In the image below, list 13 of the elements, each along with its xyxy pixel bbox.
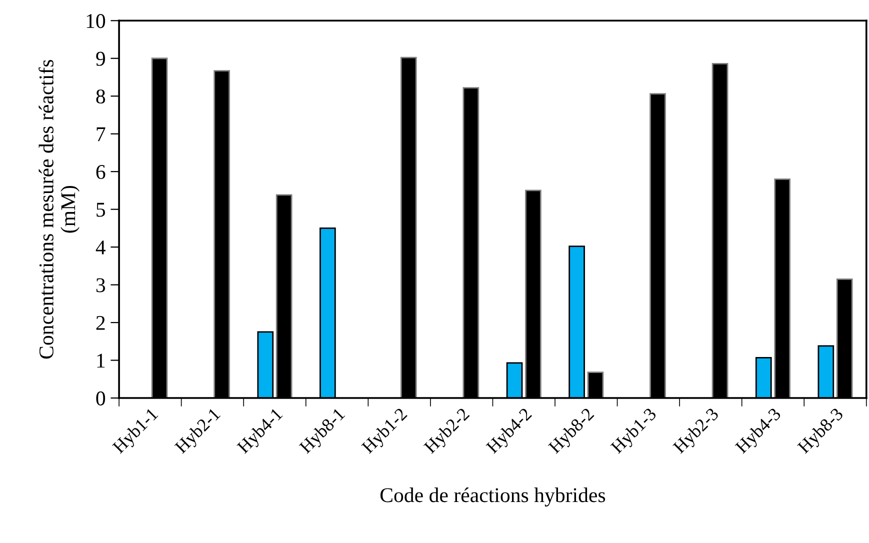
y-tick-label: 0: [96, 391, 106, 406]
y-tick-label: 4: [96, 240, 106, 254]
y-tick-label: 5: [96, 202, 106, 217]
y-tick-label: 8: [96, 89, 106, 104]
y-tick-label: 7: [96, 127, 106, 142]
y-tick-label: 10: [86, 14, 106, 28]
x-axis-title: Code de réactions hybrides: [380, 488, 606, 507]
y-tick-label: 3: [96, 278, 106, 292]
y-tick-label: 1: [97, 354, 105, 368]
y-tick-label: 9: [96, 52, 106, 66]
y-tick-label: 2: [96, 316, 105, 330]
y-tick-label: 6: [96, 165, 106, 180]
y-axis-title: Concentrations mesurée des réactifs (mM): [38, 60, 80, 359]
